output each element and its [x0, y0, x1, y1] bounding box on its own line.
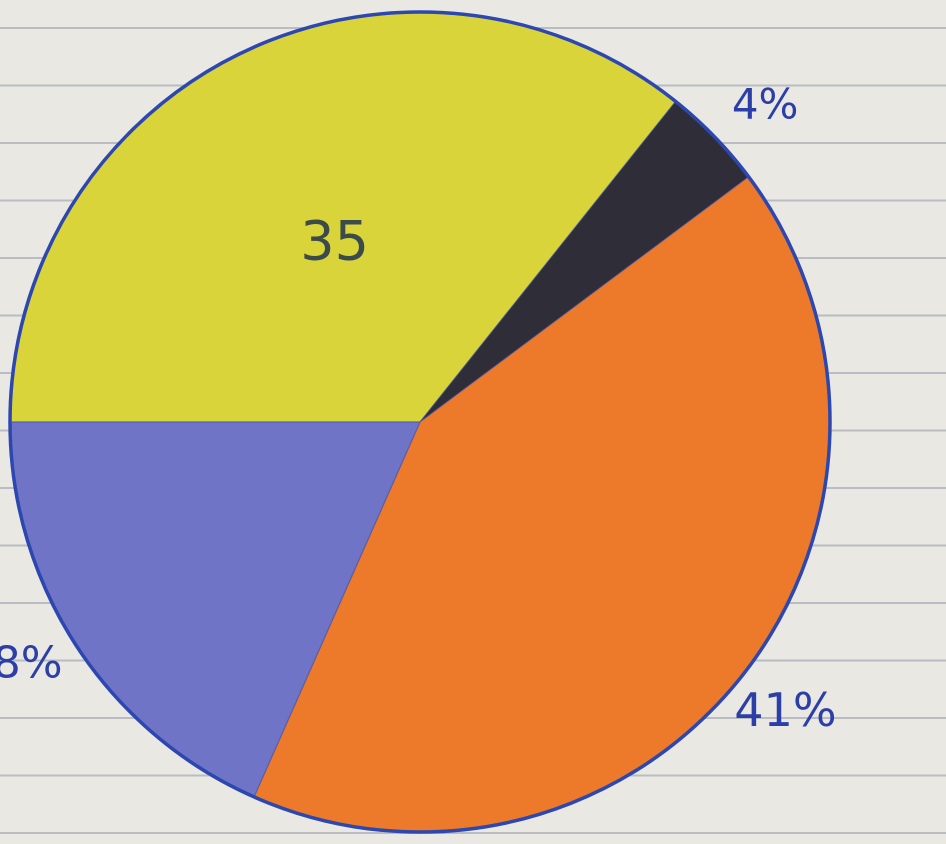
slice-label: 41% — [734, 683, 836, 737]
slice-label: 4% — [732, 79, 799, 128]
slice-label: 35 — [300, 209, 369, 272]
slice-label: 18% — [0, 637, 62, 688]
pie-outline — [8, 10, 832, 834]
pie-slices — [9, 11, 831, 833]
pie-labels: 35 4% 41% 18% — [0, 79, 837, 737]
